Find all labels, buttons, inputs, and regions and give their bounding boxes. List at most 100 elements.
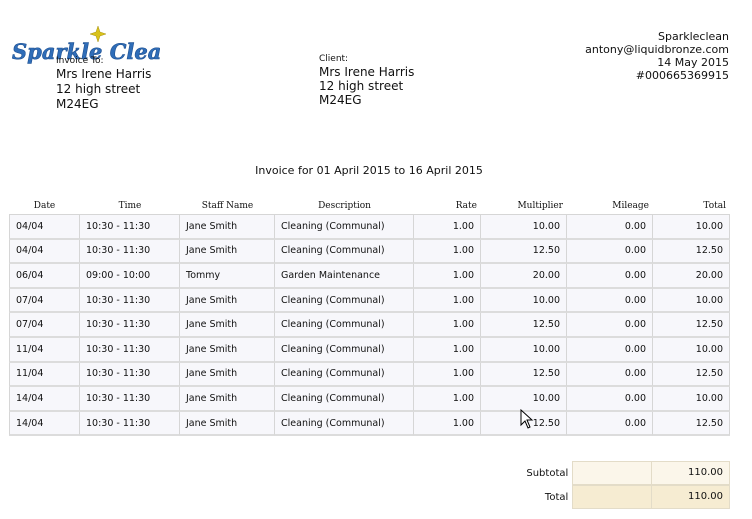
cell-multiplier: 12.50: [481, 313, 567, 338]
invoice-to-block: Invoice To: Mrs Irene Harris 12 high str…: [56, 56, 151, 112]
cell-rate: 1.00: [414, 337, 481, 363]
table-row: 07/04 10:30 - 11:30 Jane Smith Cleaning (Co…: [9, 313, 730, 338]
header-time: Time: [118, 200, 142, 211]
client-postcode: M24EG: [319, 93, 362, 107]
cell-description: Cleaning (Communal): [275, 387, 414, 412]
cell-total: 10.00: [653, 288, 730, 314]
cell-multiplier: 10.00: [481, 387, 567, 412]
cell-mileage: 0.00: [567, 411, 653, 437]
cell-staff-name: Jane Smith: [180, 239, 275, 265]
mouse-cursor-icon: [520, 408, 534, 433]
client-block: Client: Mrs Irene Harris 12 high street …: [319, 53, 414, 107]
cell-date: 11/04: [9, 337, 80, 363]
cell-total: 12.50: [653, 313, 730, 338]
cell-multiplier: 12.50: [481, 239, 567, 265]
table-row: 07/04 10:30 - 11:30 Jane Smith Cleaning (Co…: [9, 288, 730, 314]
header-total: Total: [703, 200, 726, 211]
totals-section: Subtotal 110.00 Total 110.00: [520, 461, 730, 509]
invoice-to-name: Mrs Irene Harris: [56, 67, 152, 81]
cell-staff-name: Jane Smith: [180, 313, 275, 338]
cell-rate: 1.00: [414, 264, 481, 289]
client-name: Mrs Irene Harris: [319, 65, 415, 79]
table-row: 06/04 09:00 - 10:00 Tommy Garden Maintenanc…: [9, 264, 730, 289]
header-mileage: Mileage: [612, 200, 649, 211]
cell-total: 10.00: [653, 214, 730, 240]
cell-time: 10:30 - 11:30: [80, 387, 180, 412]
cell-rate: 1.00: [414, 239, 481, 265]
cell-description: Cleaning (Communal): [275, 411, 414, 437]
cell-rate: 1.00: [414, 214, 481, 240]
cell-description: Cleaning (Communal): [275, 288, 414, 314]
cell-rate: 1.00: [414, 411, 481, 437]
table-row: 14/04 10:30 - 11:30 Jane Smith Cleaning (Co…: [9, 411, 730, 437]
cell-multiplier: 10.00: [481, 214, 567, 240]
subtotal-row: Subtotal 110.00: [520, 461, 730, 485]
cell-rate: 1.00: [414, 362, 481, 388]
company-details: Sparkleclean antony@liquidbronze.com 14 …: [585, 30, 729, 82]
cell-time: 10:30 - 11:30: [80, 288, 180, 314]
cell-time: 10:30 - 11:30: [80, 362, 180, 388]
cell-description: Garden Maintenance: [275, 264, 414, 289]
cell-staff-name: Jane Smith: [180, 387, 275, 412]
cell-description: Cleaning (Communal): [275, 362, 414, 388]
company-name: Sparkleclean: [657, 30, 729, 43]
subtotal-spacer: [572, 461, 652, 485]
cell-total: 20.00: [653, 264, 730, 289]
invoice-date: 14 May 2015: [657, 56, 729, 69]
cell-description: Cleaning (Communal): [275, 239, 414, 265]
header-multiplier: Multiplier: [517, 200, 563, 211]
invoice-to-postcode: M24EG: [56, 97, 99, 111]
invoice-to-label: Invoice To:: [56, 56, 104, 66]
cell-date: 04/04: [9, 214, 80, 240]
cell-description: Cleaning (Communal): [275, 313, 414, 338]
cell-total: 12.50: [653, 362, 730, 388]
cell-date: 14/04: [9, 387, 80, 412]
cell-date: 06/04: [9, 264, 80, 289]
table-header-row: Date Time Staff Name Description Rate Mu…: [9, 197, 730, 214]
header-staff-name: Staff Name: [201, 200, 254, 211]
cell-multiplier: 20.00: [481, 264, 567, 289]
cell-mileage: 0.00: [567, 313, 653, 338]
cell-multiplier: 12.50: [481, 362, 567, 388]
client-label: Client:: [319, 54, 349, 64]
cell-date: 11/04: [9, 362, 80, 388]
table-row: 11/04 10:30 - 11:30 Jane Smith Cleaning (Co…: [9, 337, 730, 363]
cell-multiplier: 10.00: [481, 288, 567, 314]
cell-total: 12.50: [653, 411, 730, 437]
cell-mileage: 0.00: [567, 288, 653, 314]
header-rate: Rate: [455, 200, 477, 211]
cell-staff-name: Jane Smith: [180, 288, 275, 314]
cell-mileage: 0.00: [567, 337, 653, 363]
cell-time: 10:30 - 11:30: [80, 313, 180, 338]
cell-rate: 1.00: [414, 387, 481, 412]
cell-time: 09:00 - 10:00: [80, 264, 180, 289]
sparkle-star-icon: [89, 26, 107, 43]
header-date: Date: [33, 200, 56, 211]
subtotal-label: Subtotal: [526, 467, 569, 479]
cell-time: 10:30 - 11:30: [80, 239, 180, 265]
cell-multiplier: 10.00: [481, 337, 567, 363]
invoice-to-street: 12 high street: [56, 82, 141, 96]
cell-staff-name: Jane Smith: [180, 337, 275, 363]
cell-mileage: 0.00: [567, 387, 653, 412]
cell-mileage: 0.00: [567, 264, 653, 289]
cell-time: 10:30 - 11:30: [80, 337, 180, 363]
cell-total: 12.50: [653, 239, 730, 265]
header-description: Description: [318, 200, 371, 211]
cell-date: 04/04: [9, 239, 80, 265]
cell-time: 10:30 - 11:30: [80, 214, 180, 240]
cell-rate: 1.00: [414, 313, 481, 338]
company-email: antony@liquidbronze.com: [585, 43, 729, 56]
total-value: 110.00: [651, 485, 730, 509]
total-row: Total 110.00: [520, 485, 730, 509]
table-row: 04/04 10:30 - 11:30 Jane Smith Cleaning (Co…: [9, 239, 730, 265]
table-row: 14/04 10:30 - 11:30 Jane Smith Cleaning (Co…: [9, 387, 730, 412]
client-street: 12 high street: [319, 79, 404, 93]
table-row: 04/04 10:30 - 11:30 Jane Smith Cleaning (Co…: [9, 214, 730, 240]
cell-date: 14/04: [9, 411, 80, 437]
cell-mileage: 0.00: [567, 214, 653, 240]
cell-total: 10.00: [653, 337, 730, 363]
cell-date: 07/04: [9, 313, 80, 338]
cell-staff-name: Jane Smith: [180, 411, 275, 437]
cell-date: 07/04: [9, 288, 80, 314]
